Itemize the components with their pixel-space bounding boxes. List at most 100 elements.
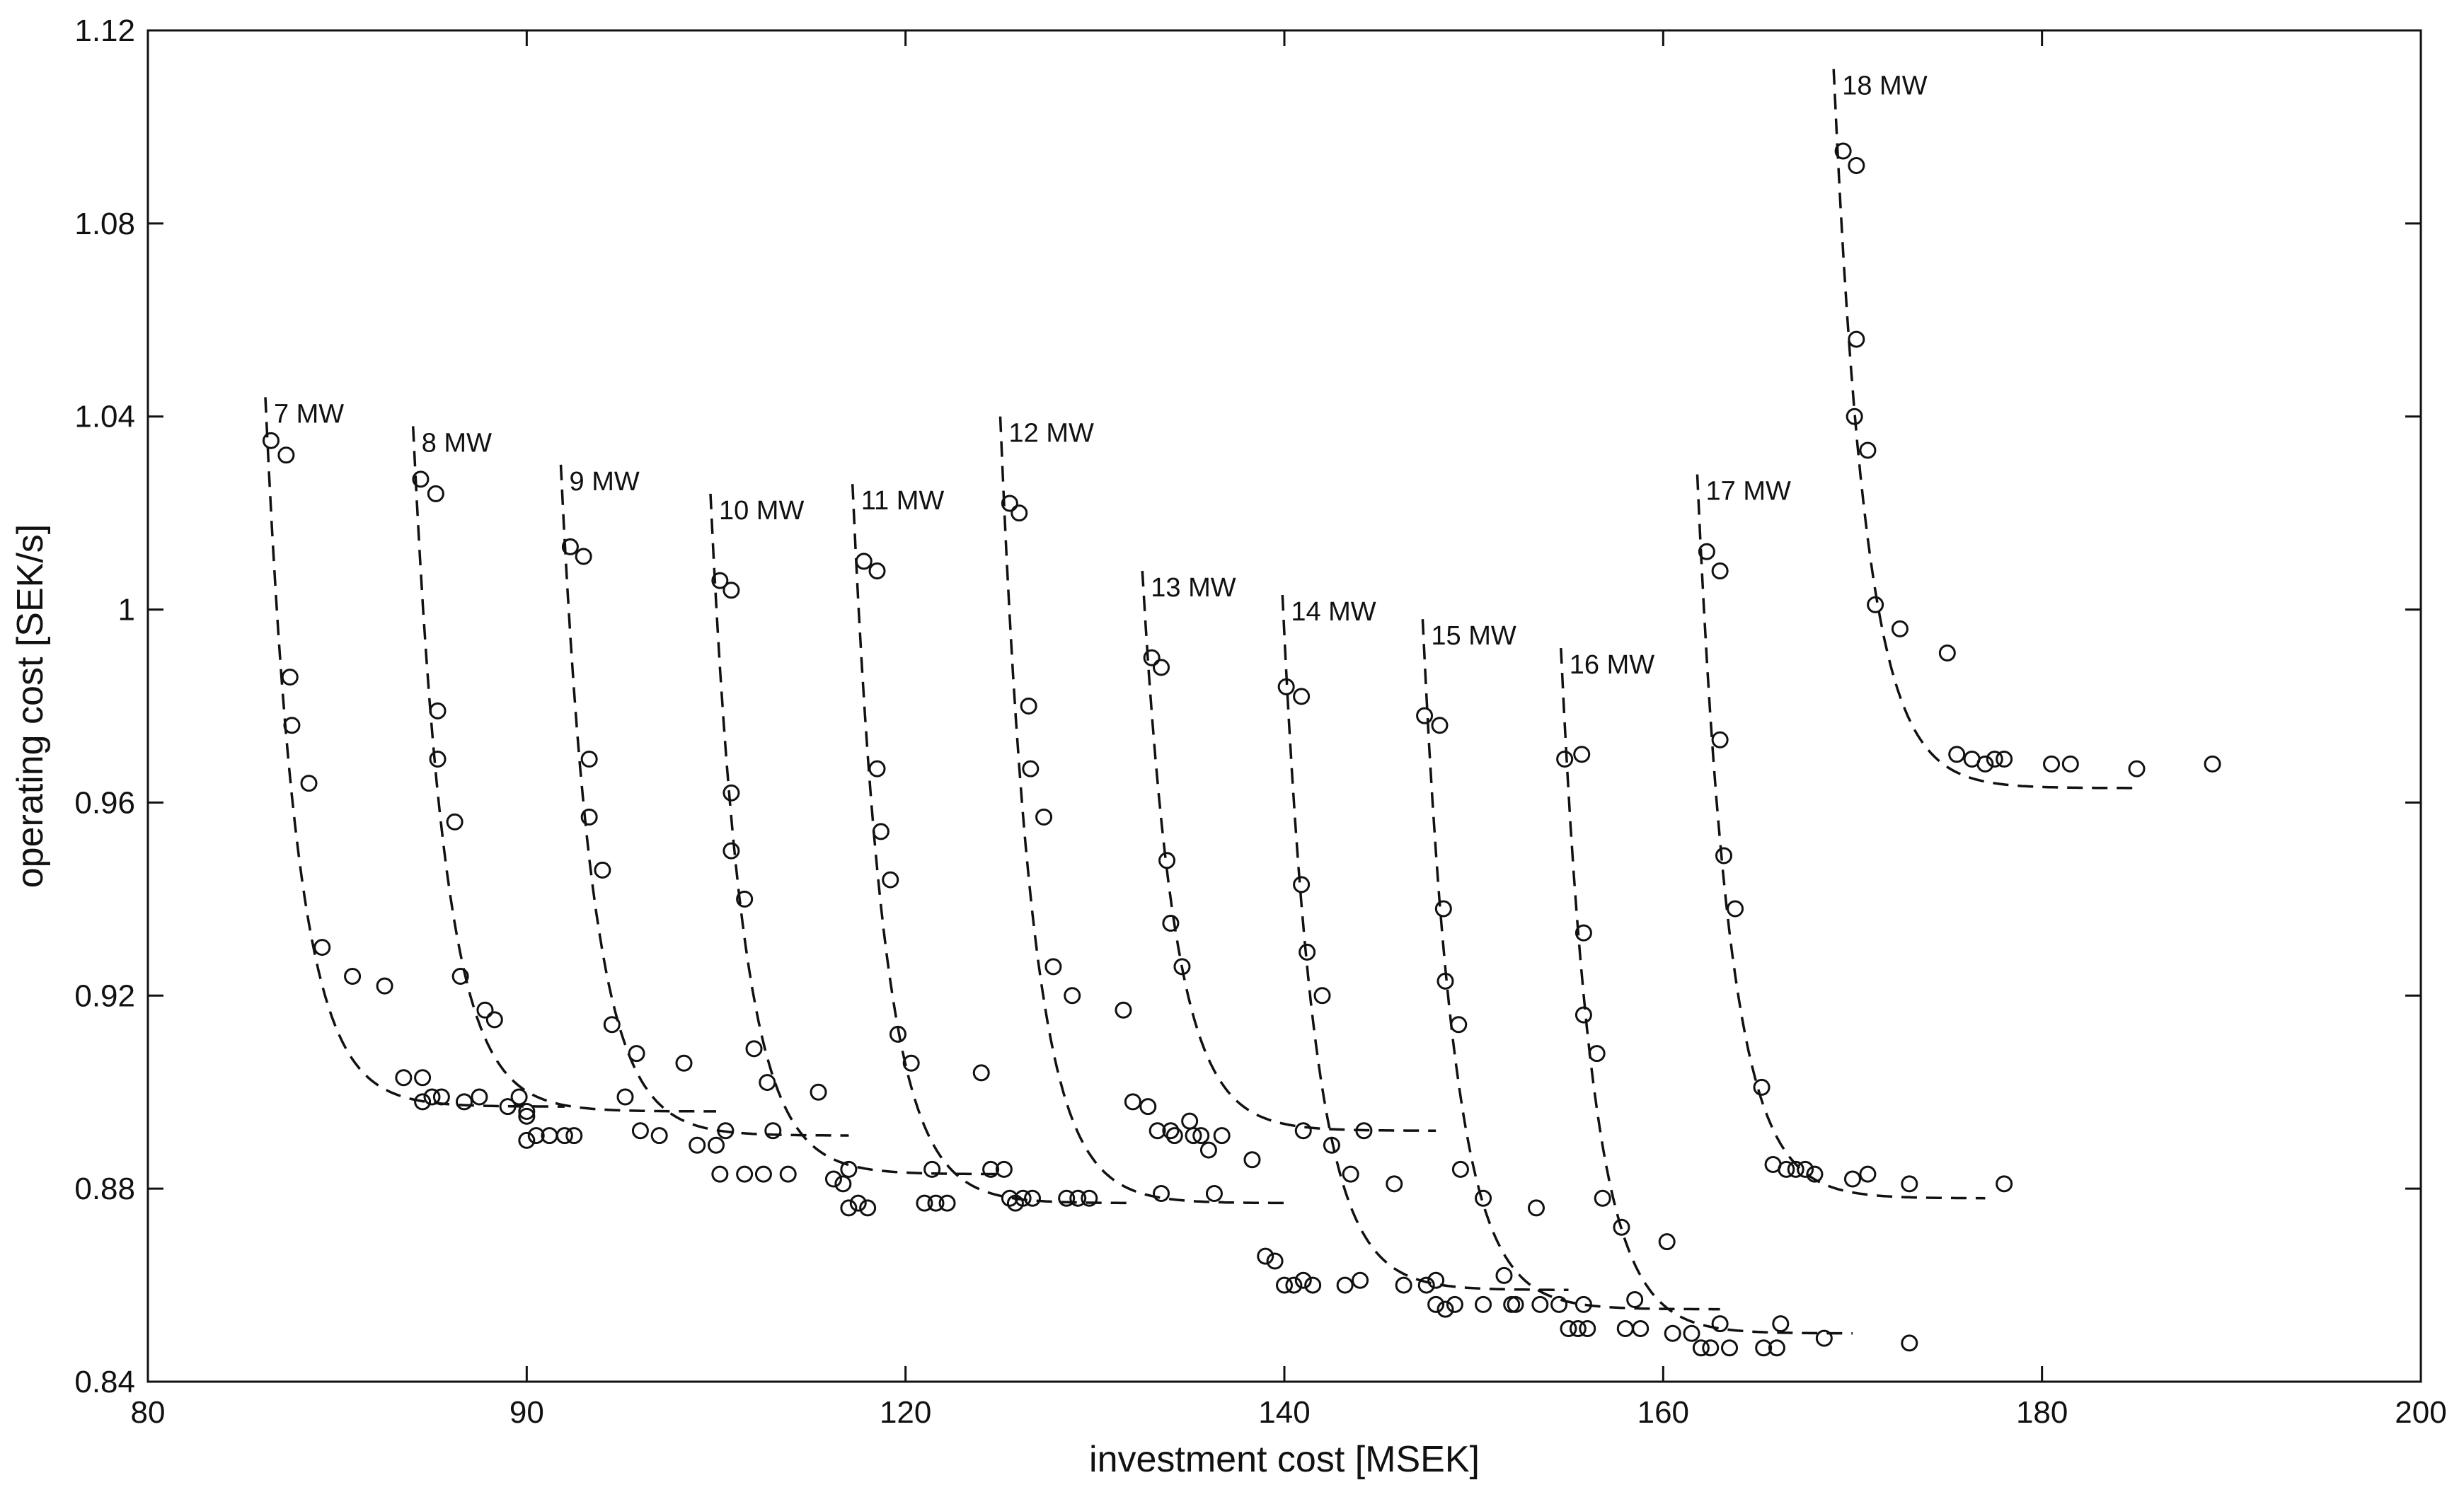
data-point [1797,1160,1814,1178]
data-point [1495,1266,1513,1284]
data-point [628,1045,645,1063]
data-point [675,1054,693,1072]
y-tick-label: 1.12 [74,13,135,48]
data-point [1431,717,1449,734]
fit-curve [709,493,1001,1176]
data-point [1069,1189,1087,1207]
data-point [1711,1315,1729,1333]
y-tick-label: 1 [118,593,135,628]
data-point [1594,1189,1611,1207]
data-point [711,572,729,589]
data-point [631,1122,649,1140]
data-point [995,1160,1013,1178]
data-point [1035,808,1053,826]
data-point [1844,1170,1861,1188]
data-point [1064,987,1081,1005]
data-point [1588,1045,1606,1063]
data-point [1395,1276,1412,1294]
data-point [412,470,430,488]
data-point [456,1093,473,1111]
series-label: 7 MW [274,399,344,429]
data-point [518,1131,536,1149]
data-point [1753,1078,1771,1096]
data-point [1304,1276,1322,1294]
y-axis-title: operating cost [SEK/s] [10,524,51,889]
fit-curve [1832,69,2137,790]
x-tick-label: 180 [2016,1395,2068,1430]
data-point [717,1122,735,1140]
data-point [1213,1127,1231,1145]
data-point [1848,330,1865,348]
data-point [1560,1319,1577,1337]
data-point [281,669,299,686]
data-point [759,1074,776,1092]
data-point [868,760,886,778]
x-tick-label: 140 [1258,1395,1310,1430]
data-point [344,968,362,985]
data-point [1173,958,1191,976]
data-point [1427,1295,1445,1313]
data-point [499,1098,517,1116]
data-point [923,1160,941,1178]
data-point [1148,1122,1166,1140]
data-point [580,751,598,768]
data-point [972,1064,990,1082]
data-point [1986,751,2003,768]
data-point [1158,852,1176,869]
data-point [2061,755,2079,773]
data-point [1698,543,1715,560]
series-curves [264,69,2137,1335]
data-point [1293,688,1311,705]
series-label: 18 MW [1842,71,1927,101]
y-tick-label: 0.88 [74,1172,135,1206]
data-point [1001,1189,1018,1207]
data-point [711,1165,729,1183]
series-points [262,142,2221,1357]
data-point [1579,1319,1596,1337]
data-point [580,808,598,826]
x-tick-label: 200 [2395,1395,2446,1430]
data-point [1437,1300,1454,1318]
data-point [1574,924,1592,942]
data-point [1162,1122,1180,1140]
data-point [1848,157,1865,174]
data-point [527,1127,545,1145]
data-point [1772,1315,1790,1333]
data-point [1336,1276,1354,1294]
data-point [1124,1093,1141,1111]
series-label: 9 MW [570,467,640,497]
data-point [1715,847,1732,865]
data-point [485,1011,503,1029]
data-point [446,813,464,831]
data-point [423,1088,441,1106]
data-point [2204,755,2221,773]
data-point [859,1199,877,1217]
data-point [927,1194,945,1212]
data-point [872,823,890,840]
data-point [1859,441,1877,459]
data-point [1721,1339,1739,1357]
data-point [594,861,611,879]
data-point [1859,1165,1877,1183]
data-point [1386,1175,1403,1193]
data-point [722,582,740,599]
data-point [262,432,280,449]
data-point [1139,1098,1157,1116]
data-point [1569,1319,1587,1337]
data-point [1727,900,1744,918]
data-point [764,1122,782,1140]
data-point [1294,1122,1312,1140]
data-point [2043,755,2061,773]
data-point [429,751,447,768]
data-point [616,1088,634,1106]
data-point [882,871,899,889]
data-point [1153,1184,1170,1202]
data-point [1323,1136,1340,1154]
data-point [1352,1271,1369,1289]
data-point [1475,1189,1492,1207]
data-point [868,562,886,579]
data-point [451,968,469,985]
data-point [736,1165,754,1183]
data-point [1022,760,1040,778]
data-point [471,1088,488,1106]
